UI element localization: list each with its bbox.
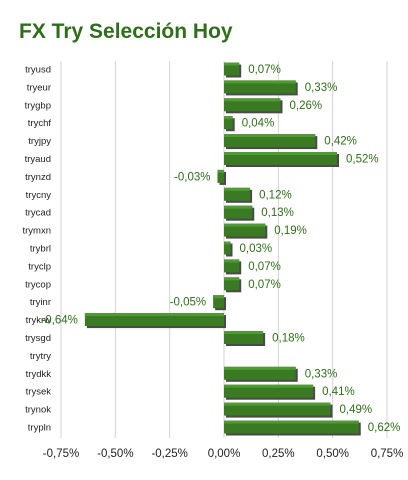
bar-highlight [224,366,296,370]
category-label: tryinr [30,297,51,308]
bar [213,295,224,309]
category-label: trynok [25,405,51,416]
category-label: trypln [28,423,51,434]
bar [224,277,240,291]
bar [224,241,231,255]
value-label: 0,03% [240,243,273,255]
bar-highlight [224,152,338,155]
bar [224,187,251,201]
category-label: trysek [26,387,52,398]
category-label: tryjpy [28,136,51,147]
category-label: tryusd [25,65,51,76]
category-label: trysgd [25,333,51,344]
bar [224,420,359,434]
category-label: trycop [25,279,51,290]
category-label: trycny [26,190,52,201]
value-label: 0,42% [324,136,357,148]
x-tick-label: 0,00% [208,448,241,460]
category-label: trychf [28,118,52,129]
value-label: 0,18% [272,333,305,345]
value-label: 0,26% [290,100,323,112]
bar-highlight [224,420,359,424]
bar-highlight [224,80,296,84]
bar [224,116,233,130]
value-label: 0,33% [305,82,338,94]
labels: -0,75% -0,50% -0,25% 0,00% 0,25% 0,50% 0,75% tr… [23,64,404,460]
value-label: -0,03% [174,171,210,183]
bar-highlight [224,384,314,388]
bar-highlight [224,205,253,209]
category-label: trymxn [23,226,52,237]
bar-highlight [224,331,264,334]
bar [224,259,240,273]
category-label: tryeur [27,82,51,93]
bar [224,205,253,219]
value-label: 0,07% [248,279,281,291]
value-label: 0,49% [339,404,372,416]
bar-highlight [224,98,281,102]
bar-highlight [224,223,266,227]
bar [84,313,224,327]
category-label: trycad [25,208,51,219]
category-label: tryclp [28,261,51,272]
bars [84,62,361,436]
bar-highlight [224,277,240,281]
bar [224,223,266,237]
bar-highlight [84,313,224,317]
bar [224,331,264,344]
value-label: 0,41% [322,386,355,398]
value-label: -0,64% [41,315,77,327]
bar-highlight [224,134,316,138]
bar [224,80,296,94]
x-tick-label: 0,25% [262,448,295,460]
bar [224,152,338,165]
bar [217,169,224,183]
x-tick-label: 0,75% [371,448,404,460]
bar [224,62,240,76]
value-label: 0,52% [346,154,379,166]
bar-highlight [224,259,240,263]
category-label: trybrl [30,244,51,255]
value-label: 0,07% [248,64,281,76]
chart-title: FX Try Selección Hoy [19,20,233,43]
bar-highlight [213,295,224,299]
category-label: trytry [30,351,51,362]
x-tick-label: -0,75% [43,448,79,460]
x-tick-label: -0,50% [97,448,133,460]
bar [224,366,296,380]
category-label: trykrw [26,315,51,326]
value-label: 0,33% [305,368,338,380]
x-tick-label: -0,25% [151,448,187,460]
bar [224,98,281,112]
value-label: 0,04% [242,118,275,130]
bar [224,402,331,416]
bar-highlight [224,187,251,191]
bar-highlight [224,402,331,406]
value-label: -0,05% [170,297,206,309]
value-label: 0,62% [368,422,401,434]
bar-highlight [224,116,233,120]
value-label: 0,07% [248,261,281,273]
bar-highlight [217,169,224,173]
category-label: trydkk [26,369,52,380]
bar-highlight [224,62,240,66]
category-label: trynzd [25,172,51,183]
x-tick-label: 0,50% [316,448,349,460]
bar-highlight [224,241,231,245]
category-label: trygbp [25,100,51,111]
bar [224,134,316,148]
value-label: 0,19% [274,225,307,237]
value-label: 0,12% [259,189,292,201]
category-label: tryaud [25,154,51,165]
value-label: 0,13% [261,207,294,219]
bar [224,384,314,398]
